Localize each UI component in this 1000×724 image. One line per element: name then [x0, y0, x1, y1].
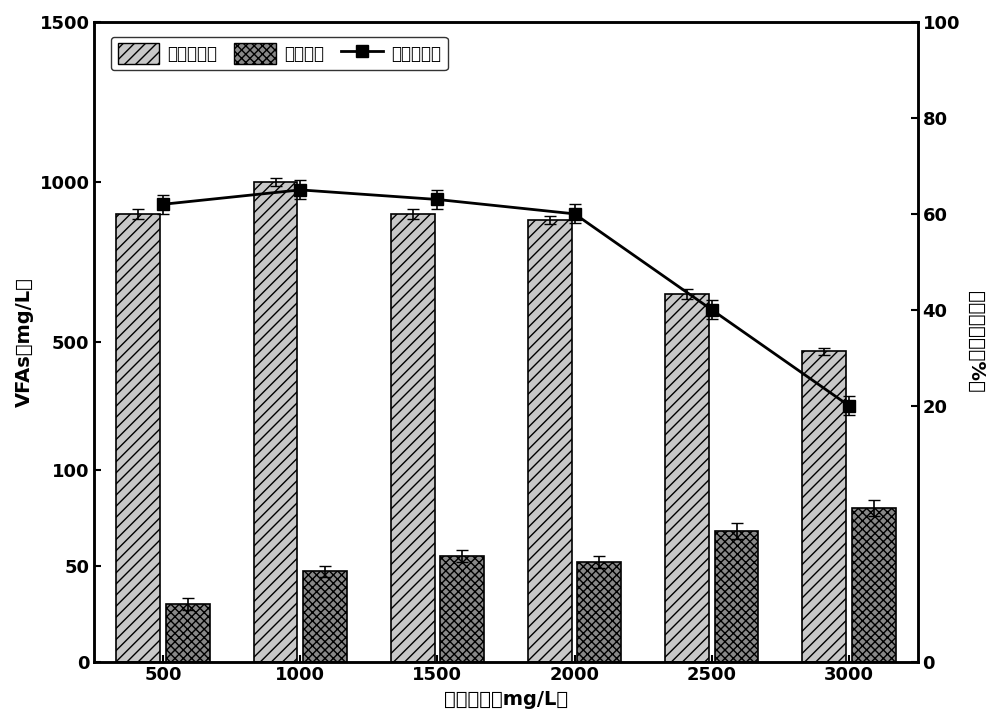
Bar	[852, 508, 896, 662]
Legend: 丁酸降解量, 乙酸产量, 丁酸降解率: 丁酸降解量, 乙酸产量, 丁酸降解率	[111, 37, 448, 70]
Bar	[665, 294, 709, 662]
X-axis label: 氨氪浓度（mg/L）: 氨氪浓度（mg/L）	[444, 690, 568, 709]
Y-axis label: VFAs（mg/L）: VFAs（mg/L）	[15, 277, 34, 407]
Bar	[802, 351, 846, 662]
Y-axis label: 丁酸降解率（%）: 丁酸降解率（%）	[966, 291, 985, 392]
Bar	[391, 214, 435, 662]
Bar	[166, 604, 210, 662]
Bar	[715, 531, 758, 662]
Bar	[303, 571, 347, 662]
Bar	[577, 562, 621, 662]
Bar	[440, 556, 484, 662]
Bar	[254, 182, 297, 662]
Bar	[116, 214, 160, 662]
Bar	[528, 220, 572, 662]
